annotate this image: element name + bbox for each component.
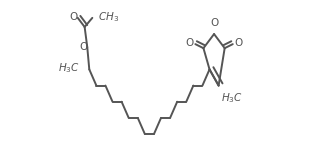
Text: O: O bbox=[69, 12, 78, 22]
Text: O: O bbox=[210, 18, 218, 28]
Text: $H_3C$: $H_3C$ bbox=[58, 62, 80, 75]
Text: O: O bbox=[234, 38, 243, 48]
Text: $CH_3$: $CH_3$ bbox=[98, 10, 120, 24]
Text: O: O bbox=[79, 42, 87, 52]
Text: O: O bbox=[186, 38, 194, 48]
Text: $H_3C$: $H_3C$ bbox=[221, 91, 243, 105]
